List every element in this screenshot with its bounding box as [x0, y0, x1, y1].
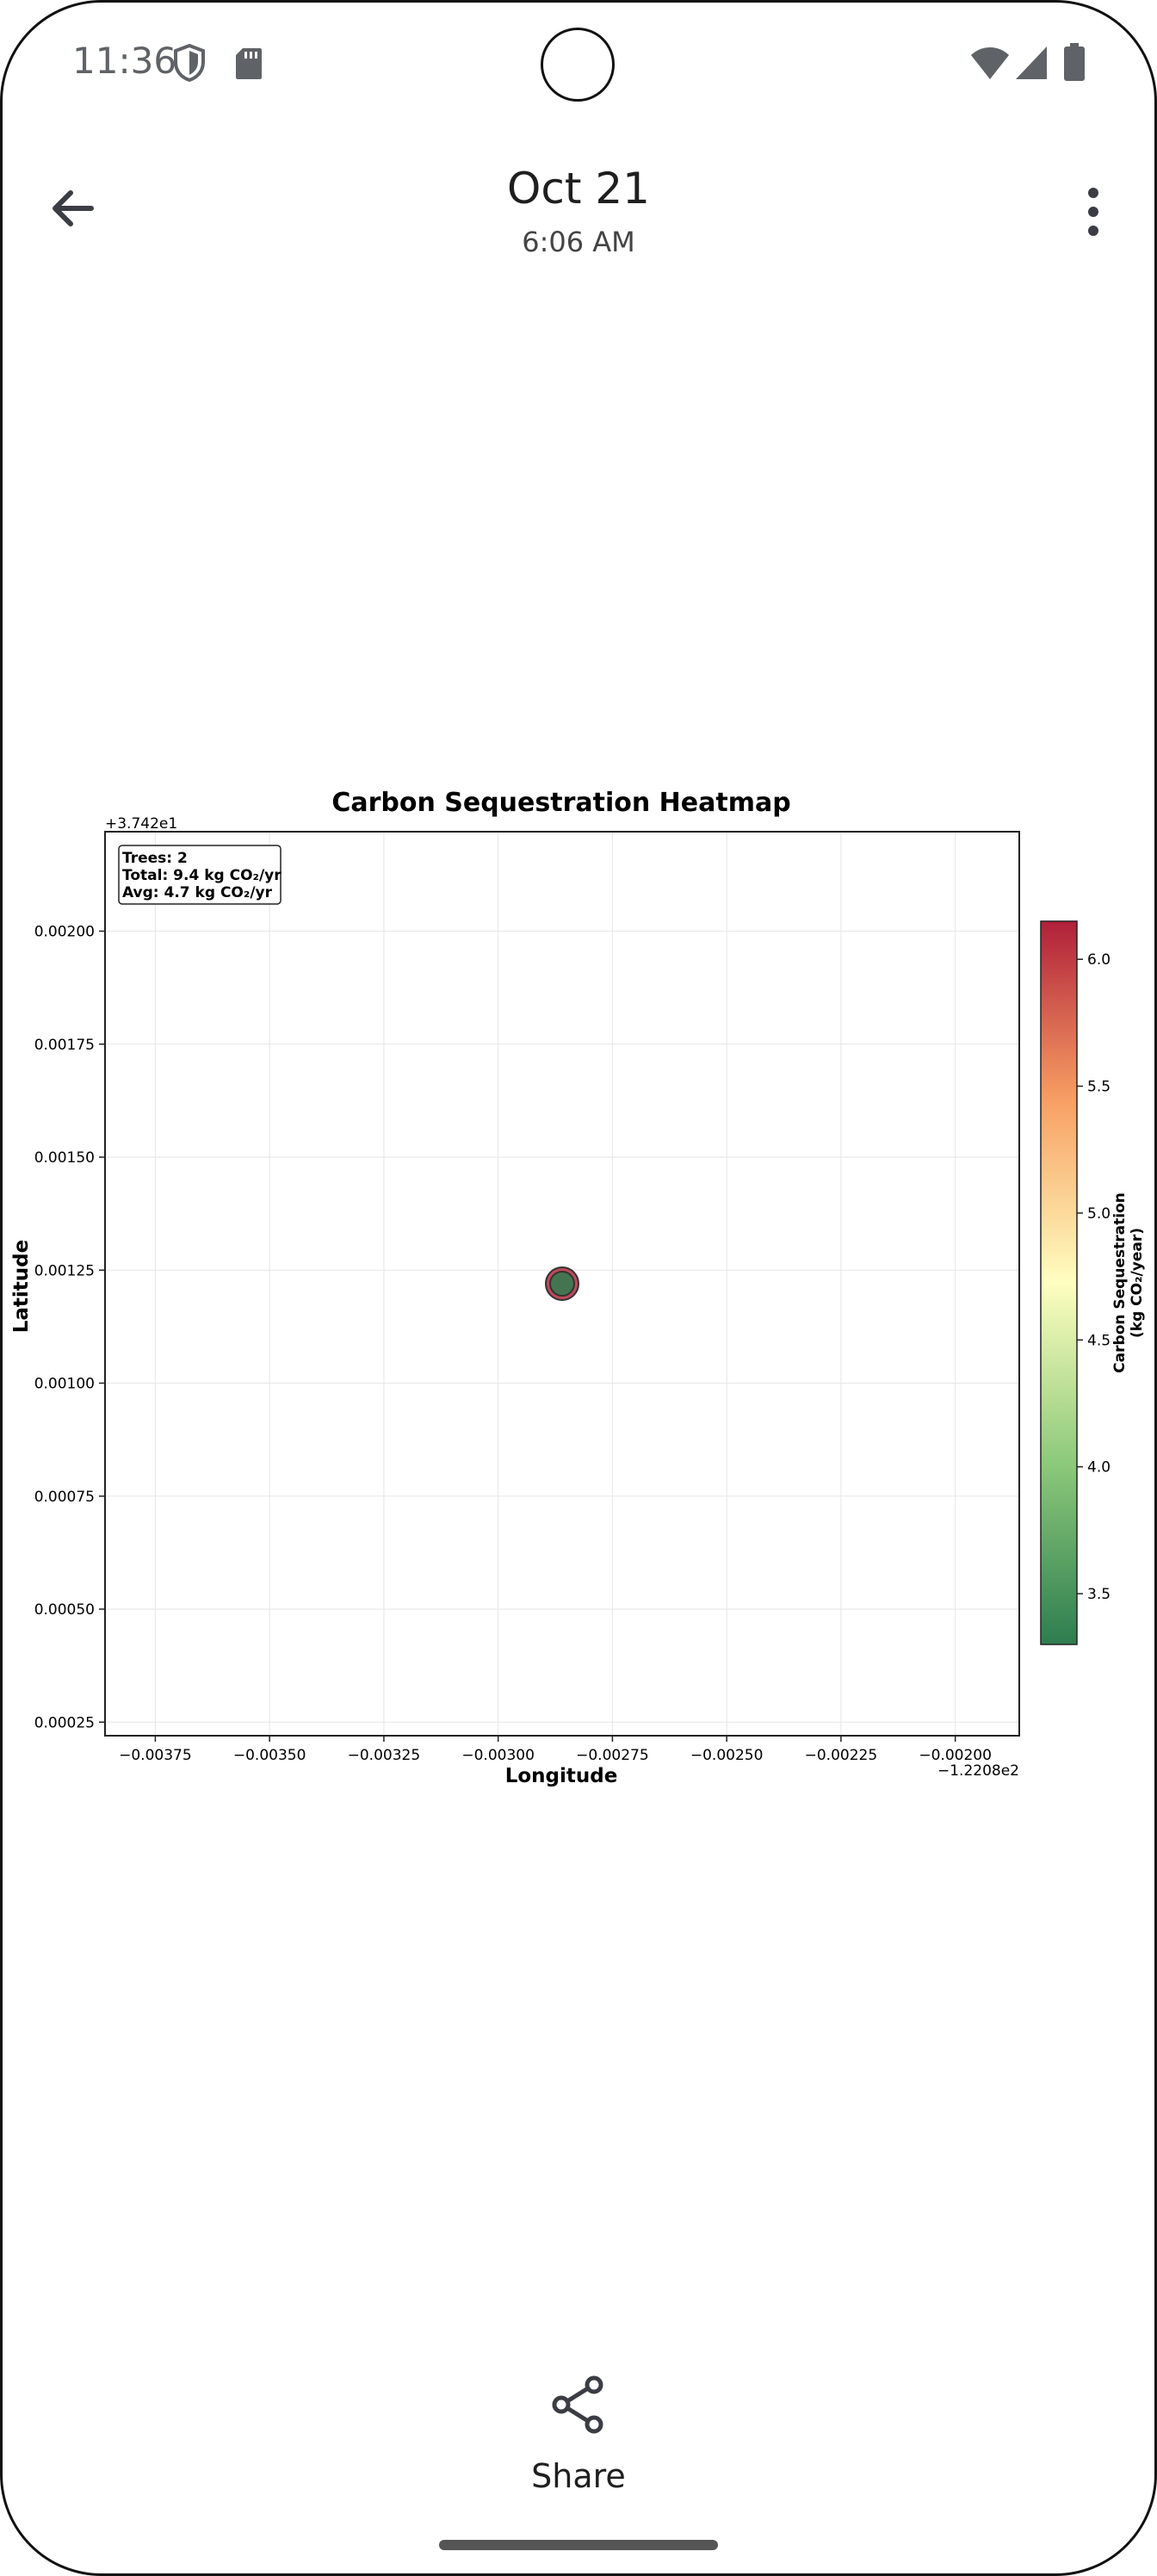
photo-date: Oct 21 — [507, 164, 650, 214]
home-indicator[interactable] — [439, 2540, 718, 2550]
x-axis-label: Longitude — [505, 1765, 618, 1787]
colorbar-ticks: 3.5 4.0 4.5 5.0 5.5 6.0 — [1077, 951, 1111, 1603]
stats-avg: Avg: 4.7 kg CO₂/yr — [122, 884, 273, 901]
x-tick-label: −0.00225 — [805, 1747, 878, 1764]
sd-card-icon — [236, 48, 262, 79]
more-options-button[interactable] — [1076, 184, 1111, 239]
colorbar-tick-label: 5.5 — [1087, 1079, 1111, 1096]
y-tick-label: 0.00175 — [34, 1037, 95, 1054]
x-tick-label: −0.00200 — [919, 1747, 992, 1764]
front-camera — [541, 28, 615, 102]
colorbar-label-line1: Carbon Sequestration — [1111, 1192, 1129, 1373]
status-time: 11:36 — [72, 40, 177, 82]
x-tick-label: −0.00375 — [119, 1747, 192, 1764]
x-tick-label: −0.00325 — [348, 1747, 421, 1764]
y-tick-label: 0.00025 — [34, 1714, 95, 1731]
y-tick-label: 0.00150 — [34, 1149, 95, 1167]
x-tick-label: −0.00250 — [690, 1747, 764, 1764]
x-offset-label: −1.2208e2 — [937, 1762, 1019, 1780]
colorbar-tick-label: 4.5 — [1087, 1332, 1111, 1349]
chart-title: Carbon Sequestration Heatmap — [331, 788, 790, 818]
share-icon — [552, 2375, 603, 2434]
colorbar-tick-label: 6.0 — [1087, 951, 1111, 969]
stats-box — [118, 845, 282, 905]
x-tick-label: −0.00300 — [461, 1747, 535, 1764]
colorbar — [1040, 920, 1078, 1645]
y-axis-label: Latitude — [10, 1240, 33, 1334]
y-tick-label: 0.00050 — [34, 1601, 95, 1619]
share-label: Share — [531, 2457, 626, 2495]
plot-frame — [104, 831, 1020, 1737]
shield-icon — [174, 43, 205, 83]
y-axis-ticks: 0.00025 0.00050 0.00075 0.00100 0.00125 0.001… — [34, 924, 105, 1731]
colorbar-tick-label: 5.0 — [1087, 1205, 1111, 1223]
share-button[interactable]: Share — [510, 2368, 647, 2497]
colorbar-tick-label: 3.5 — [1087, 1586, 1111, 1603]
back-button[interactable] — [45, 181, 100, 236]
photo-time: 6:06 AM — [522, 226, 635, 258]
y-tick-label: 0.00075 — [34, 1489, 95, 1506]
stats-trees: Trees: 2 — [122, 850, 188, 867]
colorbar-label-line2: (kg CO₂/year) — [1129, 1228, 1146, 1338]
stats-total: Total: 9.4 kg CO₂/yr — [122, 867, 282, 884]
x-tick-label: −0.00350 — [233, 1747, 306, 1764]
y-offset-label: +3.742e1 — [105, 815, 177, 833]
y-tick-label: 0.00125 — [34, 1262, 95, 1279]
tree-point — [549, 1271, 575, 1297]
y-tick-label: 0.00100 — [34, 1376, 95, 1393]
x-tick-label: −0.00275 — [576, 1747, 649, 1764]
x-axis-ticks: −0.00375 −0.00350 −0.00325 −0.00300 −0.00275… — [119, 1736, 992, 1764]
y-tick-label: 0.00200 — [34, 924, 95, 941]
wifi-icon — [971, 47, 1009, 79]
data-points — [545, 1266, 579, 1301]
chart-image: Carbon Sequestration Heatmap +3.742e1 −0… — [10, 788, 1146, 1787]
colorbar-tick-label: 4.0 — [1087, 1459, 1111, 1477]
grid — [105, 832, 1019, 1736]
cellular-signal-icon — [1016, 46, 1047, 79]
status-bar: 11:36 — [0, 0, 1157, 129]
battery-icon — [1064, 43, 1085, 81]
